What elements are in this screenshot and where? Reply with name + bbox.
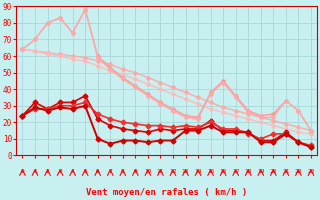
- X-axis label: Vent moyen/en rafales ( km/h ): Vent moyen/en rafales ( km/h ): [86, 188, 247, 197]
